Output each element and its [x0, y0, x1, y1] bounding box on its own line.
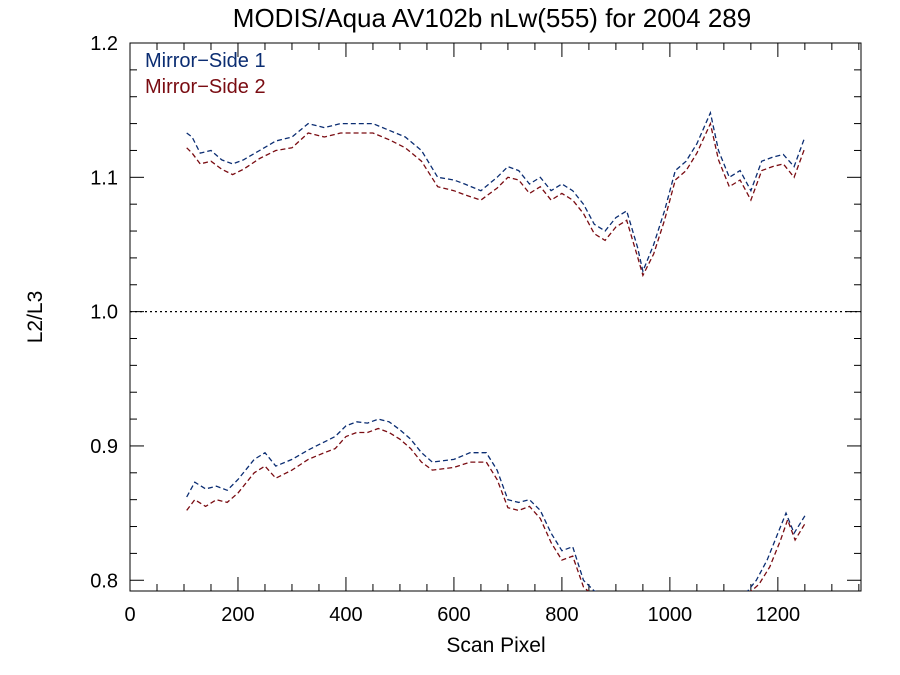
envelope-lower-envelope-right-series-1 — [746, 511, 806, 591]
y-axis-label: L2/L3 — [24, 291, 47, 344]
x-tick-label: 0 — [124, 604, 135, 626]
legend-entry-mirror-side-2: Mirror−Side 2 — [145, 76, 266, 98]
points-series-2 — [186, 43, 806, 490]
envelope-lines — [186, 110, 806, 591]
chart-title: MODIS/Aqua AV102b nLw(555) for 2004 289 — [233, 3, 751, 33]
points-series-1 — [186, 43, 806, 485]
y-tick-label: 1.2 — [90, 33, 118, 55]
envelope-lower-envelope-series-1 — [186, 418, 597, 591]
x-tick-label: 1200 — [756, 604, 801, 626]
x-tick-label: 800 — [545, 604, 578, 626]
envelope-lower-envelope-series-2 — [186, 427, 590, 591]
y-tick-label: 0.9 — [90, 436, 118, 458]
x-tick-label: 400 — [329, 604, 362, 626]
envelope-lower-envelope-right-series-2 — [750, 517, 806, 591]
x-axis-label: Scan Pixel — [446, 634, 545, 657]
scatter-points — [186, 43, 806, 490]
axis-ticks — [129, 42, 861, 591]
x-tick-label: 1000 — [648, 604, 693, 626]
y-tick-label: 0.8 — [90, 570, 118, 592]
y-tick-label: 1.1 — [90, 167, 118, 189]
plot-area — [129, 42, 862, 592]
x-tick-label: 600 — [437, 604, 470, 626]
legend-entry-mirror-side-1: Mirror−Side 1 — [145, 50, 266, 72]
legend: Mirror−Side 1 Mirror−Side 2 — [145, 50, 266, 98]
y-tick-label: 1.0 — [90, 302, 118, 324]
x-tick-label: 200 — [221, 604, 254, 626]
envelope-upper-envelope-series-2 — [186, 121, 806, 278]
plot-frame — [129, 42, 862, 592]
y-tick-labels: 0.8 0.9 1.0 1.1 1.2 — [90, 33, 118, 592]
envelope-upper-envelope-series-1 — [186, 110, 806, 274]
x-tick-labels: 0 200 400 600 800 1000 1200 — [124, 604, 800, 626]
